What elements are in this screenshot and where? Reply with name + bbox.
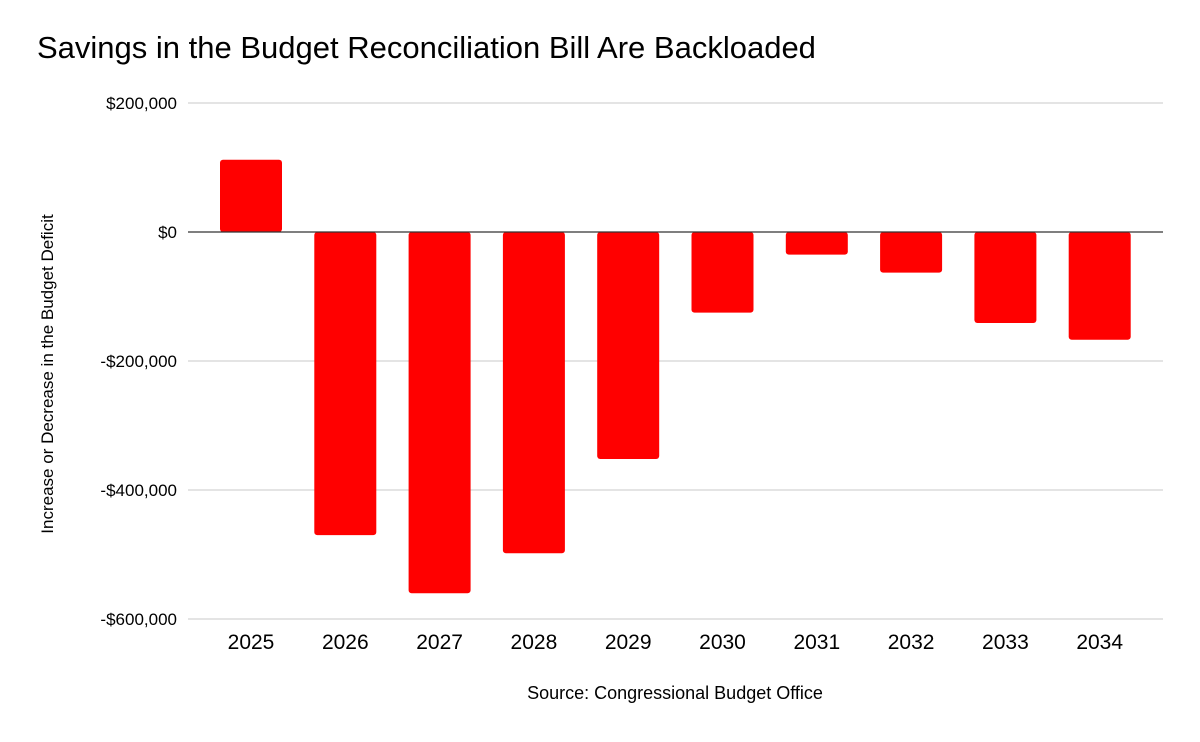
bar-2026 [314, 232, 377, 536]
y-axis-ticks: $200,000 $0 -$200,000 -$400,000 -$600,000 [100, 94, 177, 629]
bar-2033 [974, 232, 1037, 323]
bars [220, 159, 1131, 594]
y-tick-label: $0 [158, 223, 177, 242]
x-tick-label: 2028 [511, 631, 558, 654]
x-tick-label: 2033 [982, 631, 1029, 654]
x-tick-label: 2034 [1076, 631, 1123, 654]
x-tick-label: 2030 [699, 631, 746, 654]
bar-2025 [220, 159, 282, 232]
x-tick-label: 2029 [605, 631, 652, 654]
bar-2031 [785, 232, 848, 255]
y-tick-label: -$400,000 [100, 481, 177, 500]
bar-2030 [691, 232, 754, 313]
chart-title: Savings in the Budget Reconciliation Bil… [37, 30, 816, 65]
x-tick-label: 2026 [322, 631, 369, 654]
bar-2027 [408, 232, 471, 594]
y-tick-label: -$600,000 [100, 610, 177, 629]
bar-2032 [880, 232, 943, 273]
x-axis-ticks: 2025 2026 2027 2028 2029 2030 2031 2032 2033 2034 [228, 631, 1124, 654]
y-axis-label: Increase or Decrease in the Budget Defic… [38, 214, 57, 534]
bar-2029 [597, 232, 660, 460]
x-tick-label: 2025 [228, 631, 275, 654]
bar-2028 [502, 232, 565, 554]
x-tick-label: 2027 [416, 631, 463, 654]
bar-2034 [1068, 232, 1131, 340]
y-tick-label: -$200,000 [100, 352, 177, 371]
y-tick-label: $200,000 [106, 94, 177, 113]
x-tick-label: 2032 [888, 631, 935, 654]
x-tick-label: 2031 [793, 631, 840, 654]
source-note: Source: Congressional Budget Office [527, 683, 823, 703]
